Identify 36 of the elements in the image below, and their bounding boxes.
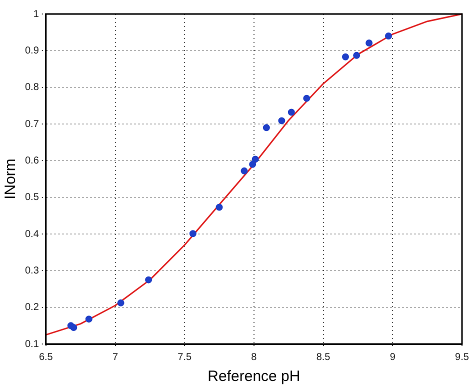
point <box>85 316 92 323</box>
point <box>288 108 295 116</box>
point <box>70 324 78 331</box>
y-tick-label: 0.3 <box>24 265 40 276</box>
point <box>145 276 152 284</box>
point <box>278 117 286 124</box>
x-tick-label: 6.5 <box>38 352 54 363</box>
y-tick-label: 0.6 <box>24 155 40 166</box>
point <box>384 32 392 40</box>
point <box>303 94 310 102</box>
y-tick-label: 0.2 <box>24 302 40 314</box>
y-tick-label: 0.8 <box>24 82 40 94</box>
x-tick-label: 7 <box>112 352 118 363</box>
y-tick-label: 0.7 <box>24 118 40 130</box>
x-tick-label: 7.5 <box>178 352 192 363</box>
point <box>240 167 248 174</box>
x-tick-label: 8 <box>251 352 258 363</box>
point <box>117 299 124 306</box>
x-axis-title: Reference pH <box>208 368 300 386</box>
y-axis-title: INorm <box>2 158 20 200</box>
point <box>366 39 373 46</box>
x-tick-label: 8.5 <box>316 352 331 363</box>
y-tick-label: 0.9 <box>24 45 40 56</box>
x-tick-label: 9 <box>390 352 396 363</box>
y-tick-label: 1 <box>33 8 40 20</box>
point <box>249 160 256 168</box>
y-tick-label: 0.1 <box>24 338 40 350</box>
point <box>262 124 270 132</box>
point <box>342 53 349 60</box>
y-tick-label: 0.5 <box>24 192 40 204</box>
point <box>216 204 223 211</box>
point <box>252 156 259 163</box>
point <box>353 52 360 59</box>
y-tick-label: 0.4 <box>24 228 40 240</box>
x-tick-label: 9.5 <box>455 352 470 363</box>
point <box>189 230 196 238</box>
